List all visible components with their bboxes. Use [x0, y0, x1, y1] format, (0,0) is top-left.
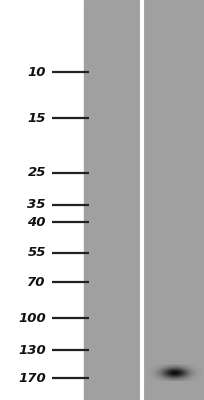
Text: 70: 70 — [27, 276, 46, 288]
Text: 170: 170 — [18, 372, 46, 384]
Text: 10: 10 — [27, 66, 46, 78]
Text: 15: 15 — [27, 112, 46, 124]
Text: 35: 35 — [27, 198, 46, 211]
Text: 40: 40 — [27, 216, 46, 228]
Text: 100: 100 — [18, 312, 46, 324]
Text: 130: 130 — [18, 344, 46, 356]
Text: 55: 55 — [27, 246, 46, 259]
Bar — [84, 0, 204, 400]
Text: 25: 25 — [27, 166, 46, 179]
